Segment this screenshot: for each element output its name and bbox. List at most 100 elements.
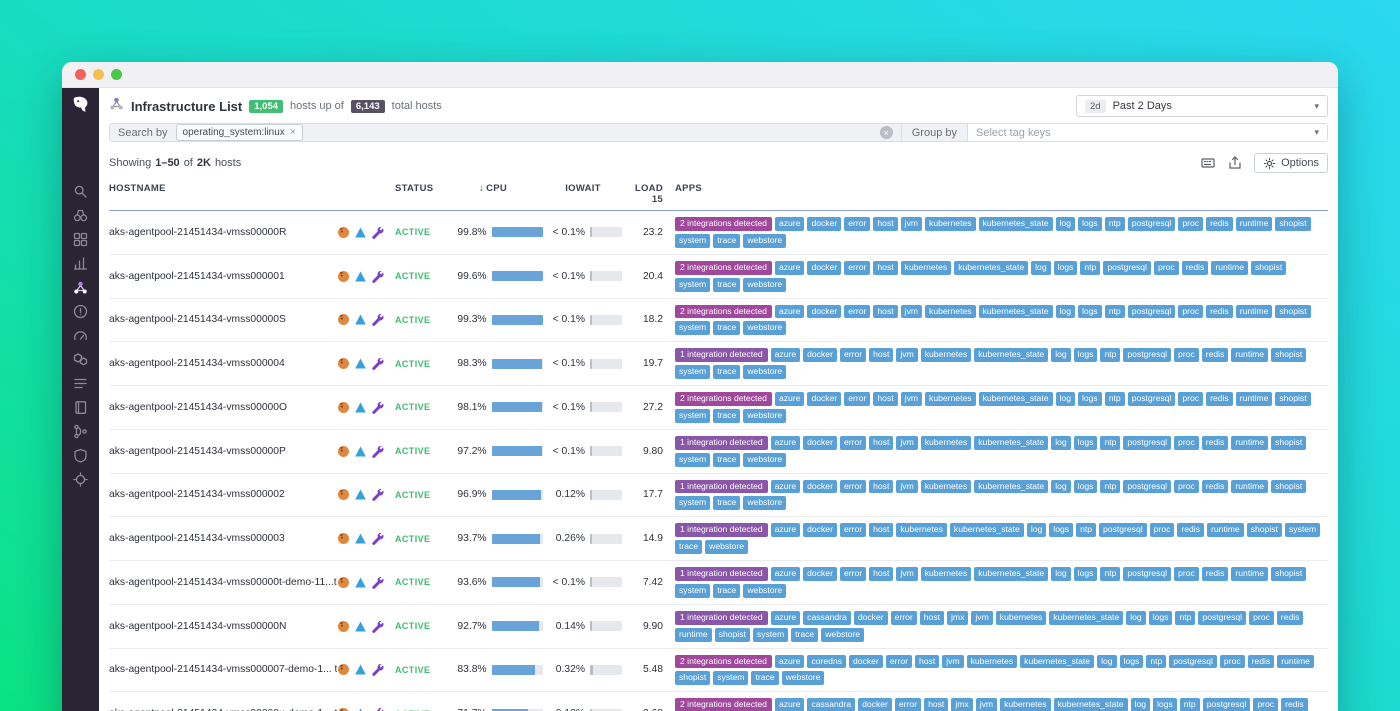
app-tag[interactable]: runtime — [1231, 348, 1268, 362]
hostname[interactable]: aks-agentpool-21451434-vmss00000N — [109, 621, 337, 632]
app-tag[interactable]: postgresql — [1128, 305, 1176, 319]
app-tag[interactable]: azure — [771, 567, 801, 581]
app-tag[interactable]: redis — [1202, 480, 1229, 494]
app-tag[interactable]: logs — [1074, 480, 1098, 494]
app-tag[interactable]: host — [869, 523, 893, 537]
hostname[interactable]: aks-agentpool-21451434-vmss00000O — [109, 402, 337, 413]
app-tag[interactable]: system — [675, 496, 710, 510]
app-tag[interactable]: shopist — [1275, 392, 1310, 406]
app-tag[interactable]: ntp — [1100, 436, 1120, 450]
app-tag[interactable]: kubernetes — [921, 480, 972, 494]
group-by-select[interactable]: Select tag keys ▾ — [967, 124, 1327, 141]
app-tag[interactable]: jvm — [901, 392, 922, 406]
app-tag[interactable]: log — [1056, 305, 1075, 319]
app-tag[interactable]: kubernetes_state — [974, 567, 1048, 581]
app-tag[interactable]: shopist — [1271, 348, 1306, 362]
app-tag[interactable]: proc — [1249, 611, 1274, 625]
table-row[interactable]: aks-agentpool-21451434-vmss000007-demo-1… — [109, 649, 1328, 693]
app-tag[interactable]: host — [873, 305, 897, 319]
app-tag[interactable]: trace — [675, 540, 702, 554]
app-tag[interactable]: kubernetes_state — [1049, 611, 1123, 625]
app-tag[interactable]: docker — [803, 480, 837, 494]
app-tag[interactable]: ntp — [1100, 480, 1120, 494]
app-tag[interactable]: log — [1031, 261, 1050, 275]
app-tag[interactable]: docker — [854, 611, 888, 625]
app-tag[interactable]: log — [1051, 480, 1070, 494]
app-tag[interactable]: kubernetes_state — [979, 305, 1053, 319]
app-tag[interactable]: shopist — [1271, 436, 1306, 450]
column-apps[interactable]: APPS — [667, 183, 1328, 205]
app-tag[interactable]: azure — [771, 523, 801, 537]
app-tag[interactable]: shopist — [1247, 523, 1282, 537]
app-tag[interactable]: trace — [713, 321, 740, 335]
app-tag[interactable]: logs — [1074, 348, 1098, 362]
app-tag[interactable]: proc — [1174, 348, 1199, 362]
app-tag[interactable]: host — [924, 698, 948, 711]
datadog-logo-icon[interactable] — [70, 95, 92, 122]
minimize-window-button[interactable] — [93, 69, 104, 80]
app-tag[interactable]: kubernetes — [1000, 698, 1051, 711]
app-tag[interactable]: kubernetes_state — [974, 348, 1048, 362]
app-tag[interactable]: kubernetes_state — [1020, 655, 1094, 669]
app-tag[interactable]: azure — [771, 348, 801, 362]
integrations-badge[interactable]: 1 integration detected — [675, 523, 768, 537]
app-tag[interactable]: logs — [1078, 217, 1102, 231]
app-tag[interactable]: docker — [849, 655, 883, 669]
app-tag[interactable]: error — [840, 567, 866, 581]
app-tag[interactable]: docker — [807, 392, 841, 406]
app-tag[interactable]: shopist — [1271, 567, 1306, 581]
app-tag[interactable]: proc — [1150, 523, 1175, 537]
app-tag[interactable]: webstore — [743, 496, 786, 510]
app-tag[interactable]: error — [886, 655, 912, 669]
hostname[interactable]: aks-agentpool-21451434-vmss00000t-demo-1… — [109, 577, 337, 588]
app-tag[interactable]: proc — [1154, 261, 1179, 275]
integrations-badge[interactable]: 2 integrations detected — [675, 698, 772, 711]
app-tag[interactable]: kubernetes — [925, 305, 976, 319]
table-row[interactable]: aks-agentpool-21451434-vmss00000RACTIVE9… — [109, 211, 1328, 255]
app-tag[interactable]: host — [869, 348, 893, 362]
app-tag[interactable]: ntp — [1100, 567, 1120, 581]
app-tag[interactable]: system — [675, 453, 710, 467]
table-row[interactable]: aks-agentpool-21451434-vmss000001ACTIVE9… — [109, 255, 1328, 299]
app-tag[interactable]: azure — [775, 655, 805, 669]
hostname[interactable]: aks-agentpool-21451434-vmss00000S — [109, 314, 337, 325]
column-cpu[interactable]: ↓CPU — [449, 183, 543, 205]
hostname[interactable]: aks-agentpool-21451434-vmss00000R — [109, 227, 337, 238]
app-tag[interactable]: redis — [1202, 348, 1229, 362]
app-tag[interactable]: shopist — [1275, 217, 1310, 231]
app-tag[interactable]: jvm — [901, 217, 922, 231]
table-settings-icon[interactable] — [1200, 155, 1216, 171]
app-tag[interactable]: proc — [1174, 436, 1199, 450]
app-tag[interactable]: redis — [1206, 392, 1233, 406]
app-tag[interactable]: jvm — [901, 305, 922, 319]
app-tag[interactable]: runtime — [1207, 523, 1244, 537]
app-tag[interactable]: log — [1056, 217, 1075, 231]
app-tag[interactable]: postgresql — [1169, 655, 1217, 669]
hostname[interactable]: aks-agentpool-21451434-vmss000001 — [109, 271, 337, 282]
app-tag[interactable]: postgresql — [1128, 217, 1176, 231]
integrations-badge[interactable]: 1 integration detected — [675, 480, 768, 494]
app-tag[interactable]: shopist — [1271, 480, 1306, 494]
app-tag[interactable]: log — [1131, 698, 1150, 711]
app-tag[interactable]: azure — [775, 305, 805, 319]
app-tag[interactable]: webstore — [743, 409, 786, 423]
app-tag[interactable]: system — [713, 671, 748, 685]
app-tag[interactable]: jvm — [896, 436, 917, 450]
app-tag[interactable]: trace — [713, 496, 740, 510]
app-tag[interactable]: postgresql — [1099, 523, 1147, 537]
app-tag[interactable]: system — [675, 278, 710, 292]
app-tag[interactable]: error — [844, 392, 870, 406]
column-iowait[interactable]: IOWAIT — [543, 183, 623, 205]
app-tag[interactable]: runtime — [1277, 655, 1314, 669]
app-tag[interactable]: proc — [1253, 698, 1278, 711]
app-tag[interactable]: docker — [803, 567, 837, 581]
app-tag[interactable]: docker — [803, 348, 837, 362]
table-row[interactable]: aks-agentpool-21451434-vmss000004ACTIVE9… — [109, 342, 1328, 386]
app-tag[interactable]: webstore — [743, 453, 786, 467]
column-status[interactable]: STATUS — [395, 183, 449, 205]
app-tag[interactable]: redis — [1206, 217, 1233, 231]
table-row[interactable]: aks-agentpool-21451434-vmss00000NACTIVE9… — [109, 605, 1328, 649]
app-tag[interactable]: webstore — [743, 321, 786, 335]
app-tag[interactable]: trace — [751, 671, 778, 685]
app-tag[interactable]: docker — [858, 698, 892, 711]
